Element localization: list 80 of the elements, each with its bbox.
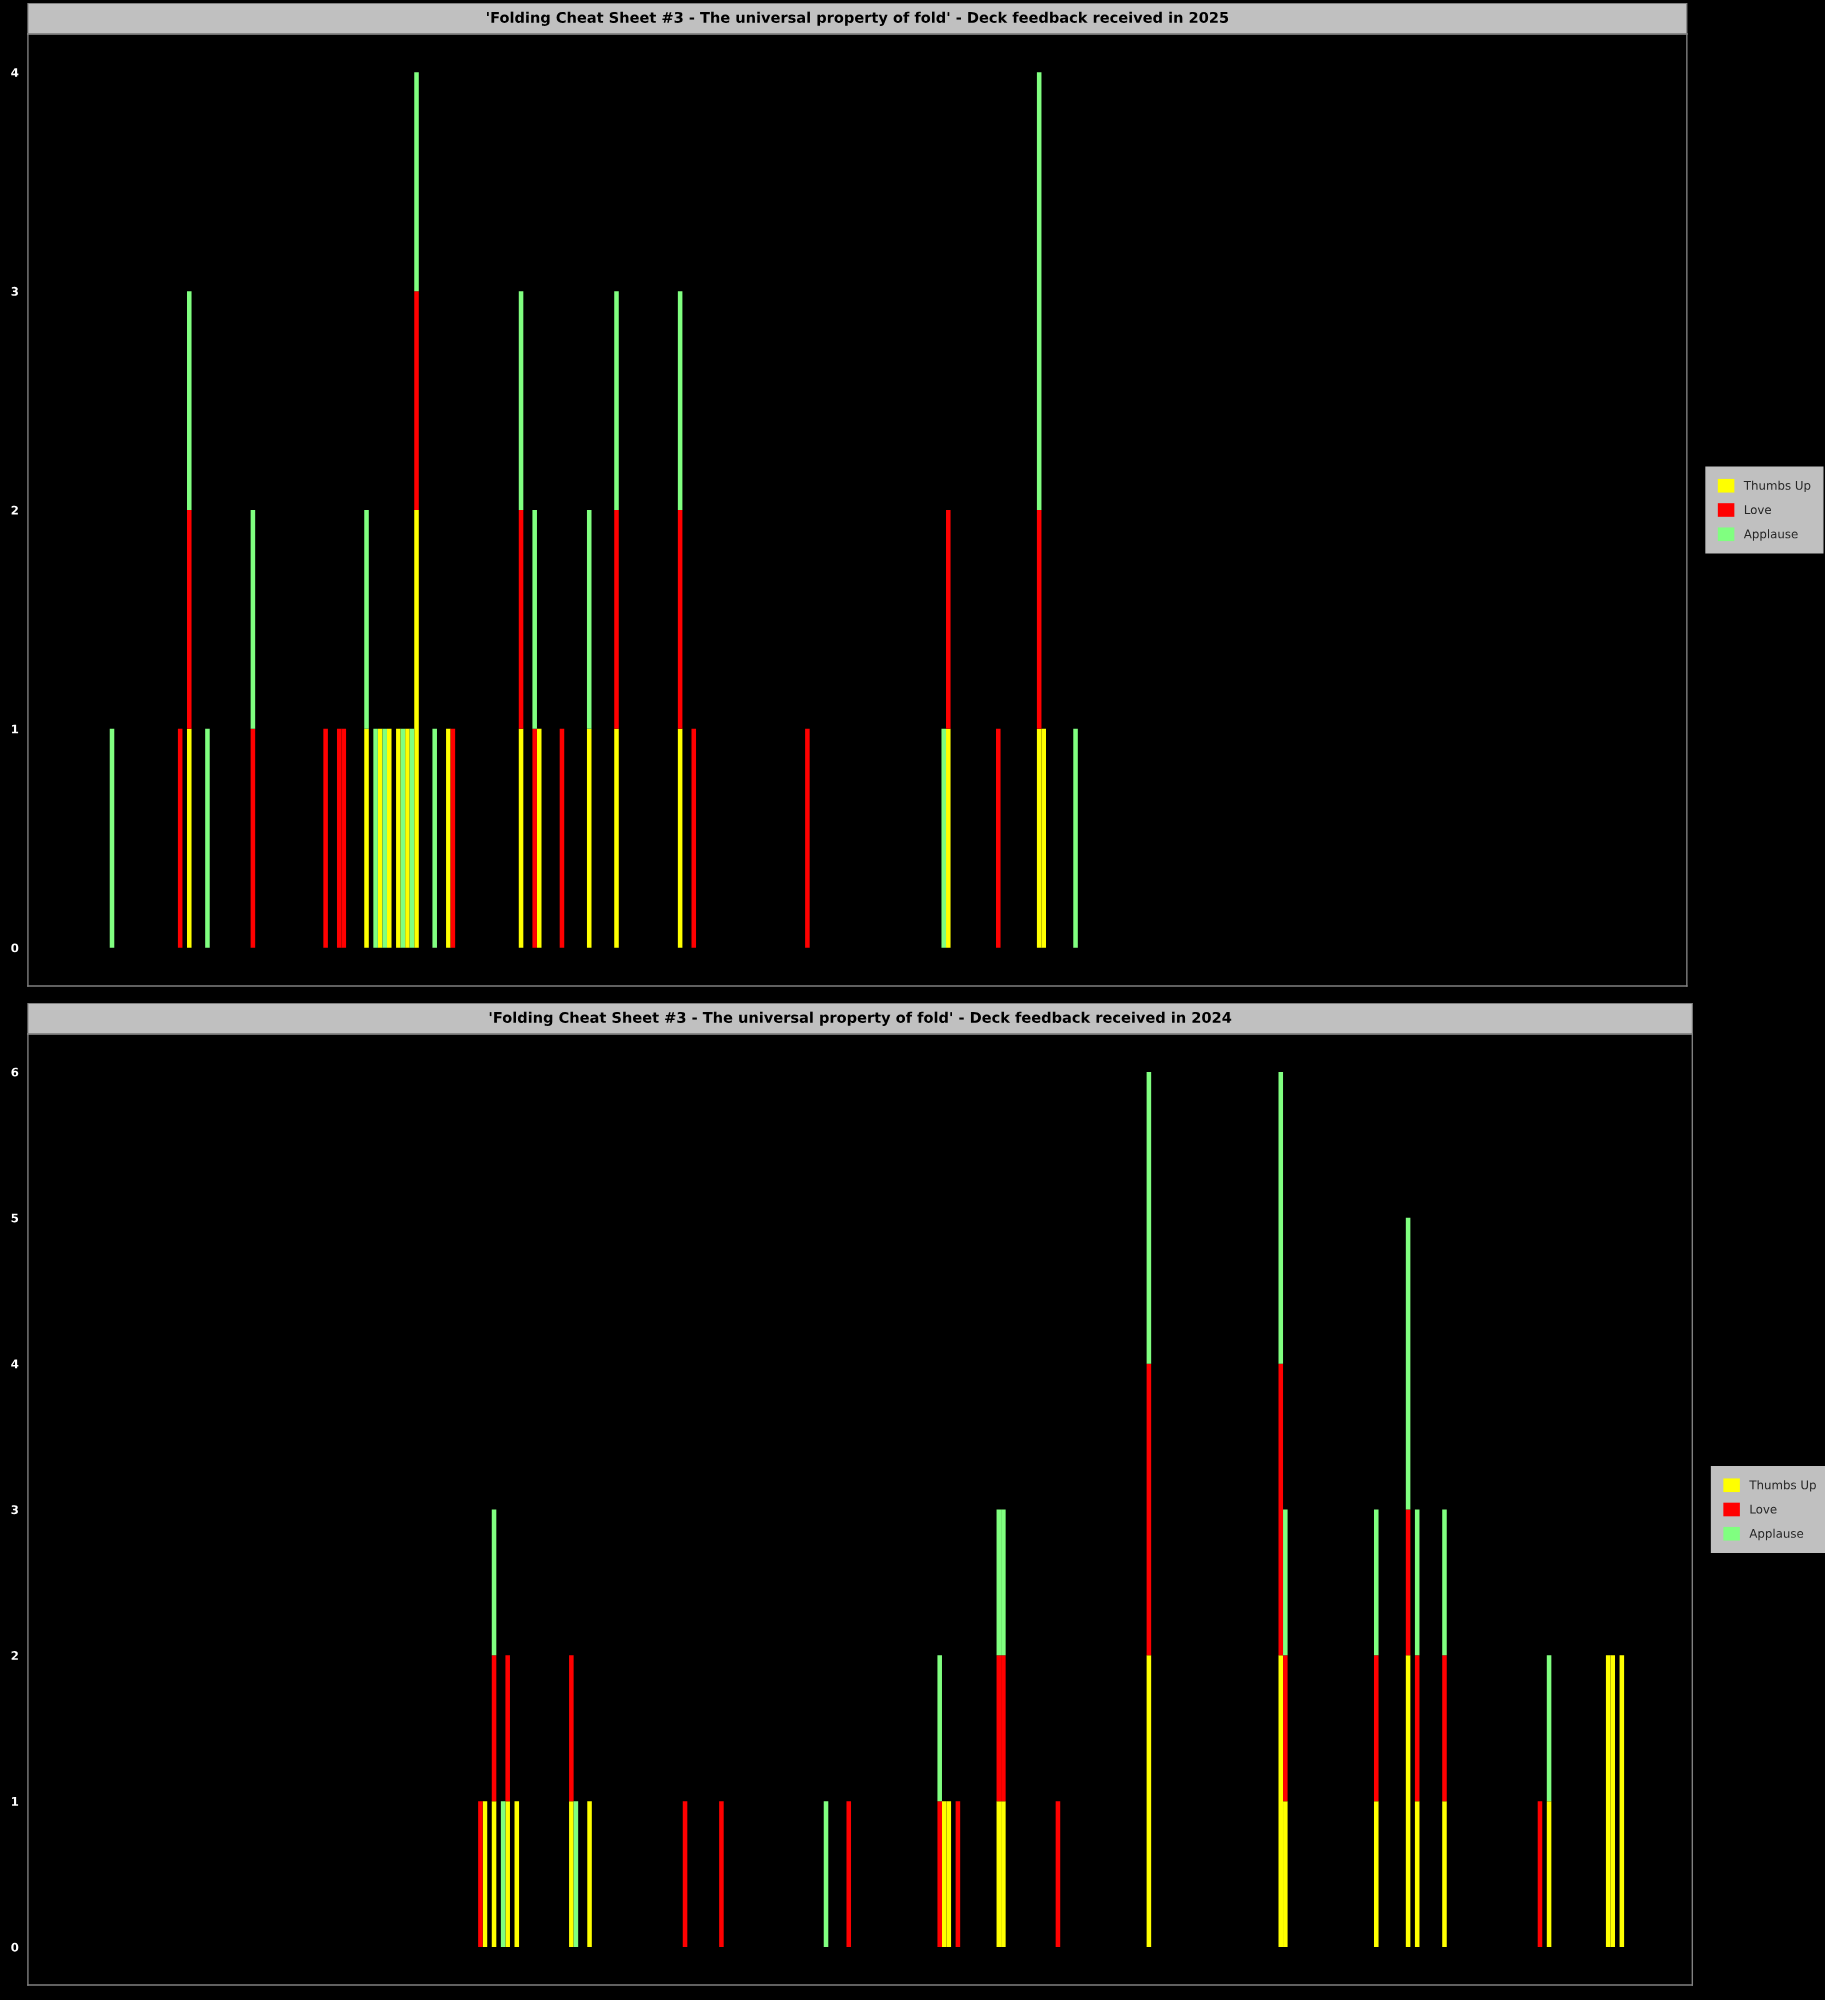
bar [1001, 1655, 1006, 1802]
bar [336, 728, 342, 948]
y-tick-label: 1 [12, 1797, 19, 1806]
y-tick-label: 2 [11, 1651, 18, 1660]
bar [937, 1801, 942, 1948]
bar [946, 510, 951, 729]
bar [1442, 1801, 1447, 1948]
bar [587, 1801, 592, 1948]
bar [505, 1655, 510, 1802]
bar [937, 1655, 942, 1802]
bar [373, 728, 378, 948]
bar [396, 728, 401, 948]
legend-label: Thumbs Up [1749, 1480, 1816, 1492]
chart-title: 'Folding Cheat Sheet #3 - The universal property of fold' - Deck feedback received in 2024 [489, 1011, 1232, 1026]
y-tick-label: 1 [12, 724, 19, 734]
bar [1373, 1509, 1379, 1656]
y-tick-label: 4 [11, 1359, 19, 1369]
legend-label: Applause [1749, 1528, 1804, 1541]
bar [1373, 1655, 1379, 1802]
y-tick-label: 2 [11, 505, 18, 515]
bar [996, 728, 1001, 948]
bar [532, 510, 537, 729]
bar [1283, 1509, 1288, 1656]
bar [614, 728, 619, 948]
y-tick-label: 5 [11, 1213, 19, 1223]
legend-label: Applause [1743, 529, 1798, 541]
bar [1278, 1071, 1284, 1364]
bar [586, 728, 592, 948]
bar [432, 728, 437, 948]
bar [478, 1801, 483, 1948]
y-tick-label: 4 [11, 68, 19, 77]
bar [1278, 1363, 1284, 1656]
bar [323, 728, 328, 948]
bar [382, 728, 387, 948]
bar [941, 728, 947, 948]
bar [586, 510, 592, 729]
bar [446, 728, 451, 948]
chart-title: 'Folding Cheat Sheet #3 - The universal property of fold' - Deck feedback received in 2025 [487, 11, 1229, 26]
bar [414, 291, 419, 510]
bar [414, 510, 419, 948]
bar [614, 510, 619, 729]
bar [691, 728, 697, 948]
legend-label: Thumbs Up [1743, 480, 1811, 493]
bar [846, 1801, 852, 1948]
bar [1283, 1655, 1288, 1802]
bar [205, 728, 210, 948]
bar [364, 510, 369, 729]
bar [1001, 1509, 1006, 1656]
bar [1278, 1655, 1284, 1948]
bar [1001, 1801, 1006, 1948]
bar [1610, 1655, 1616, 1948]
y-tick-label: 0 [11, 1942, 19, 1952]
bar [1442, 1655, 1447, 1802]
bar [386, 728, 392, 948]
bar [536, 728, 542, 948]
legend-label: Love [1750, 1504, 1777, 1514]
bar [946, 728, 951, 948]
bar [941, 1801, 947, 1948]
y-tick-label: 6 [11, 1067, 19, 1077]
bar [1073, 728, 1078, 948]
y-tick-label: 0 [11, 943, 19, 953]
bar [505, 1801, 510, 1948]
bar [364, 728, 369, 948]
bar [569, 1801, 574, 1948]
bar [187, 510, 192, 729]
bar [414, 72, 419, 292]
bar [532, 728, 537, 948]
bar [805, 728, 810, 948]
legend-label: Love [1744, 505, 1772, 515]
bar [569, 1655, 574, 1802]
bar [187, 728, 192, 948]
bar [614, 291, 619, 510]
bar [187, 291, 192, 510]
y-tick-label: 3 [11, 1505, 18, 1515]
bar [1041, 728, 1046, 948]
bar [1373, 1801, 1379, 1948]
bar [719, 1801, 724, 1948]
y-tick-label: 3 [11, 286, 18, 296]
bar [405, 728, 410, 948]
bar [1442, 1509, 1447, 1656]
